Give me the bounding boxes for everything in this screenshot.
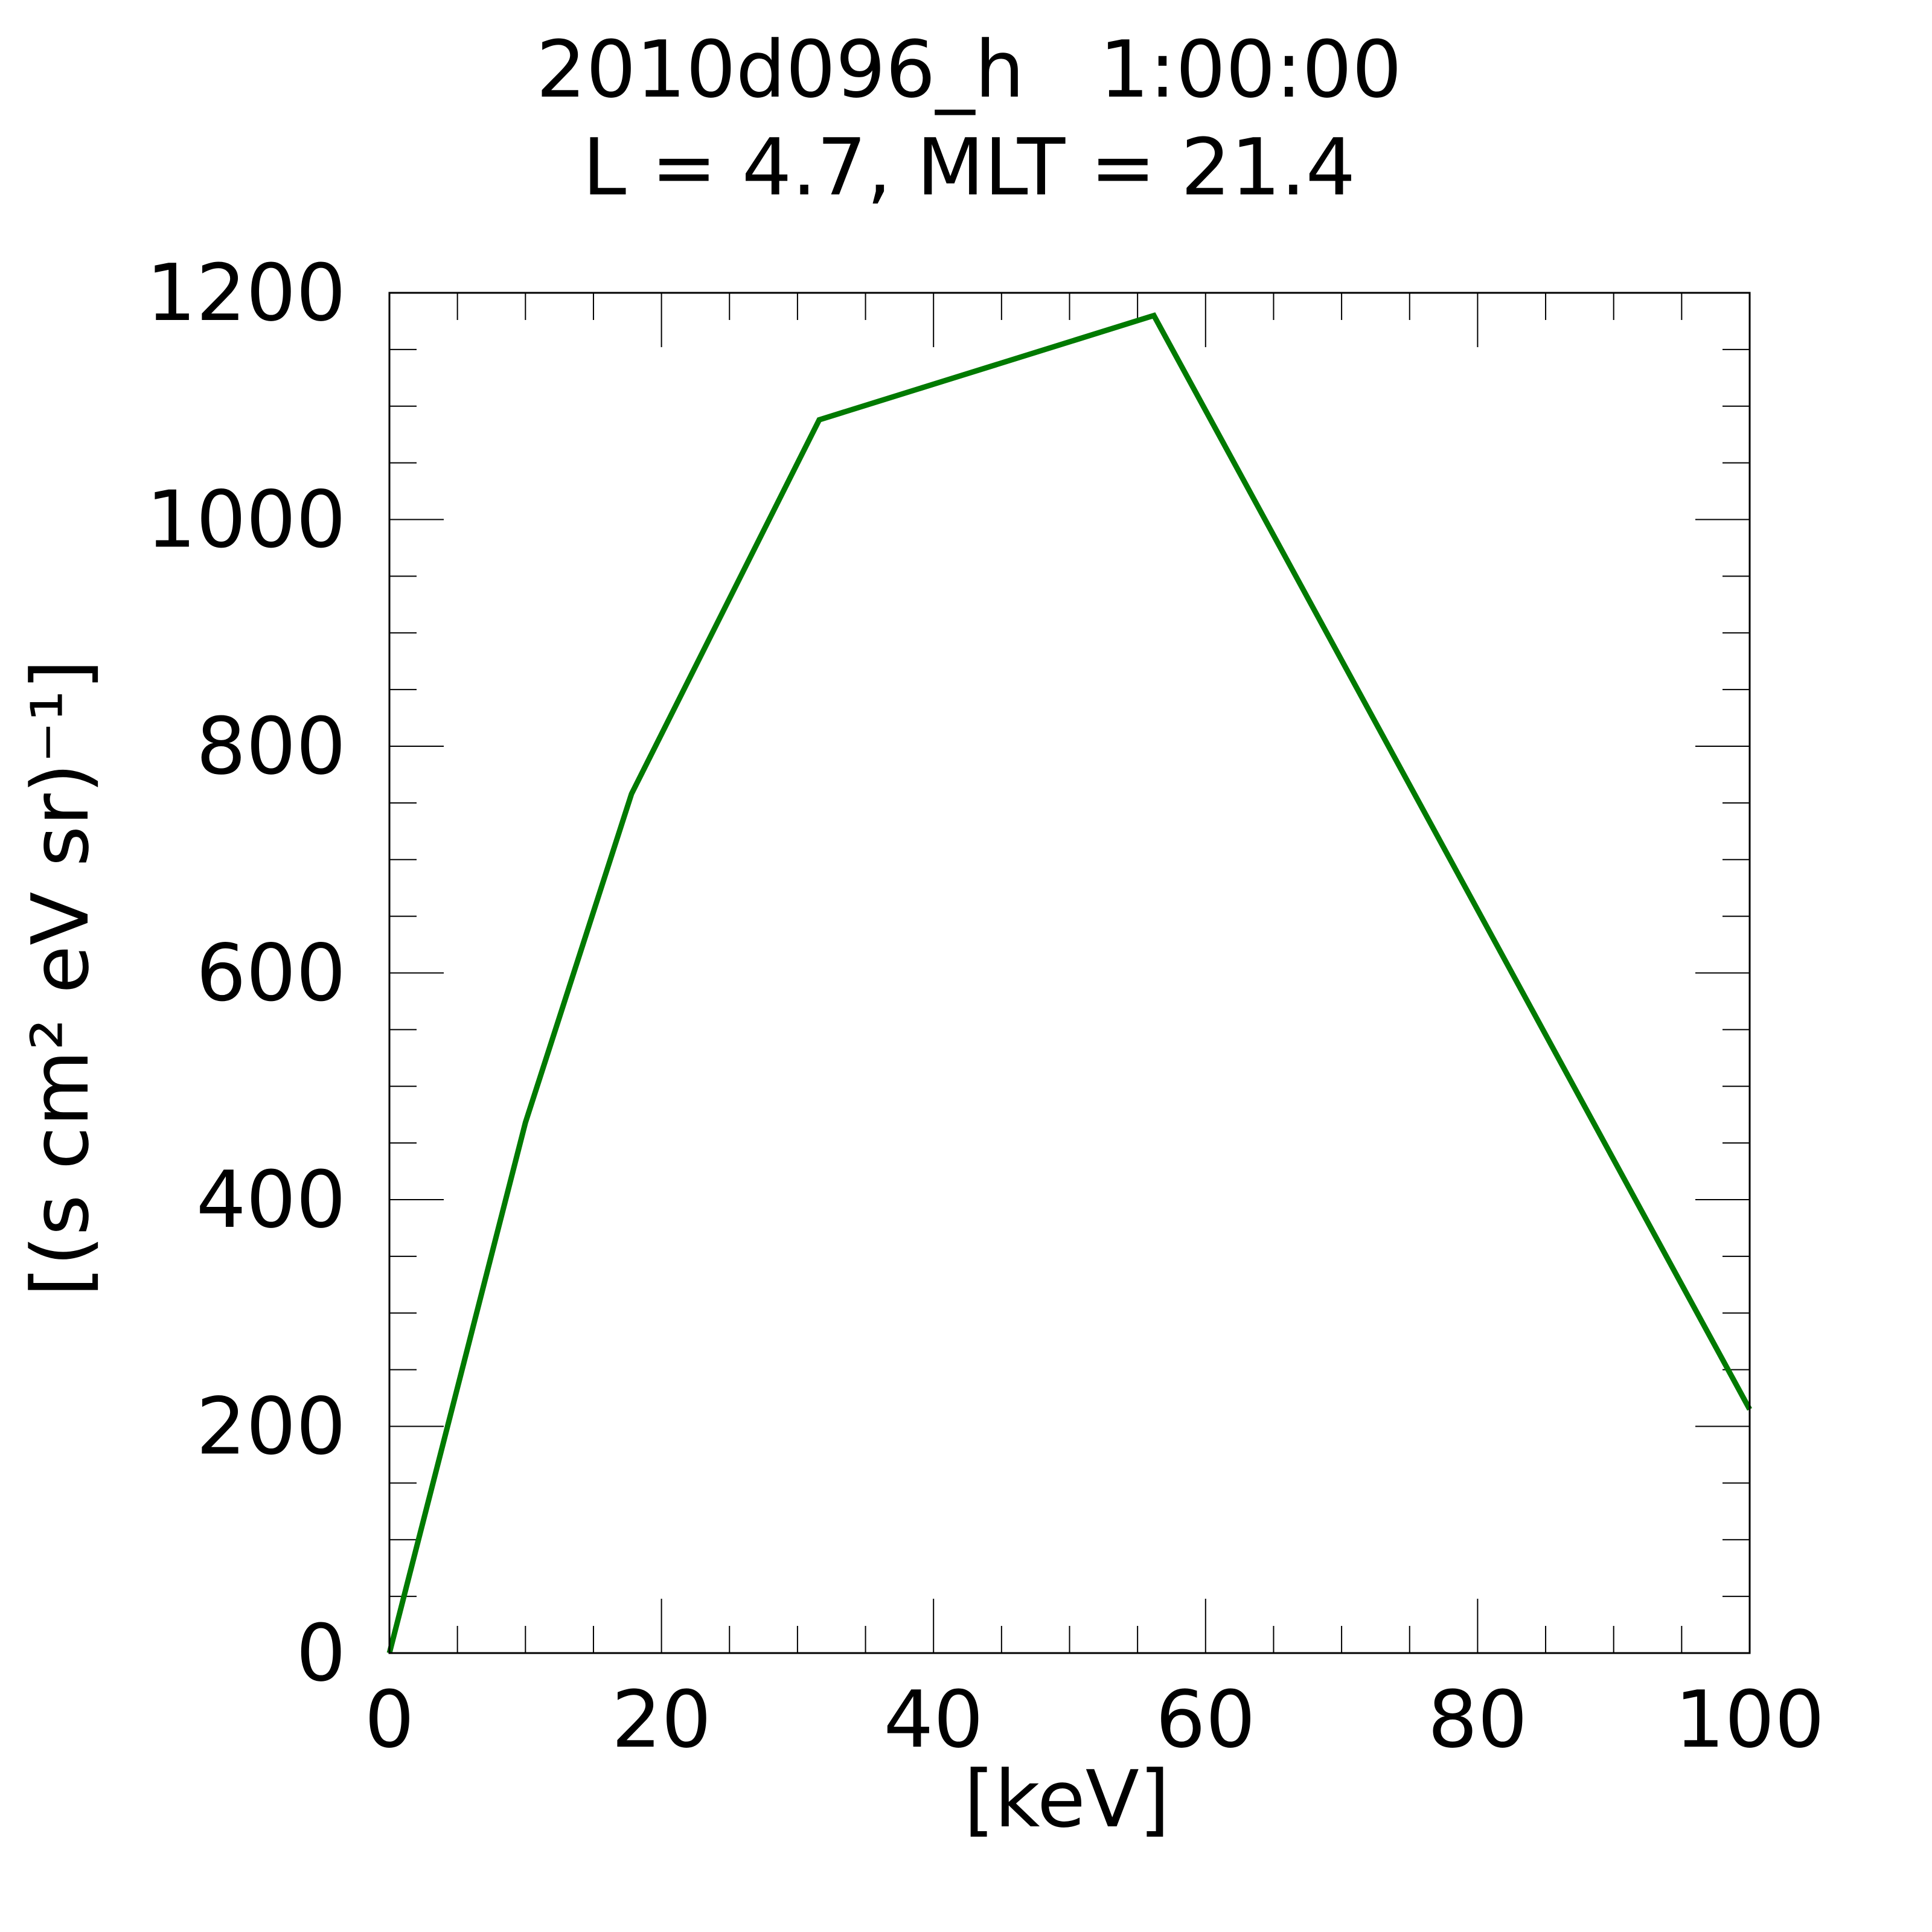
y-tick-label: 1200 [146,247,346,339]
y-tick-label: 200 [196,1381,346,1473]
x-tick-label: 0 [365,1674,415,1765]
x-axis-label: [keV] [964,1753,1170,1845]
chart-subtitle: L = 4.7, MLT = 21.4 [583,121,1356,213]
x-axis: 0 20 40 60 80 100 [365,293,1825,1765]
x-tick-label: 80 [1428,1674,1527,1765]
series-line-1 [386,312,1752,1654]
y-tick-label: 600 [196,927,346,1019]
x-tick-label: 20 [612,1674,711,1765]
y-tick-label: 400 [196,1154,346,1246]
x-tick-label: 40 [883,1674,983,1765]
y-axis-label: [(s cm² eV sr)⁻¹] [14,659,106,1297]
x-tick-label: 100 [1675,1674,1825,1765]
x-tick-label: 60 [1156,1674,1255,1765]
y-axis: 0 200 400 600 800 1000 1200 [146,247,1750,1699]
y-tick-label: 1000 [146,474,346,566]
y-tick-label: 0 [296,1607,346,1699]
y-tick-label: 800 [196,700,346,792]
plot-series [386,312,1752,1654]
plot-frame [388,292,1751,1654]
chart-title: 2010d096_h 1:00:00 [536,24,1402,115]
